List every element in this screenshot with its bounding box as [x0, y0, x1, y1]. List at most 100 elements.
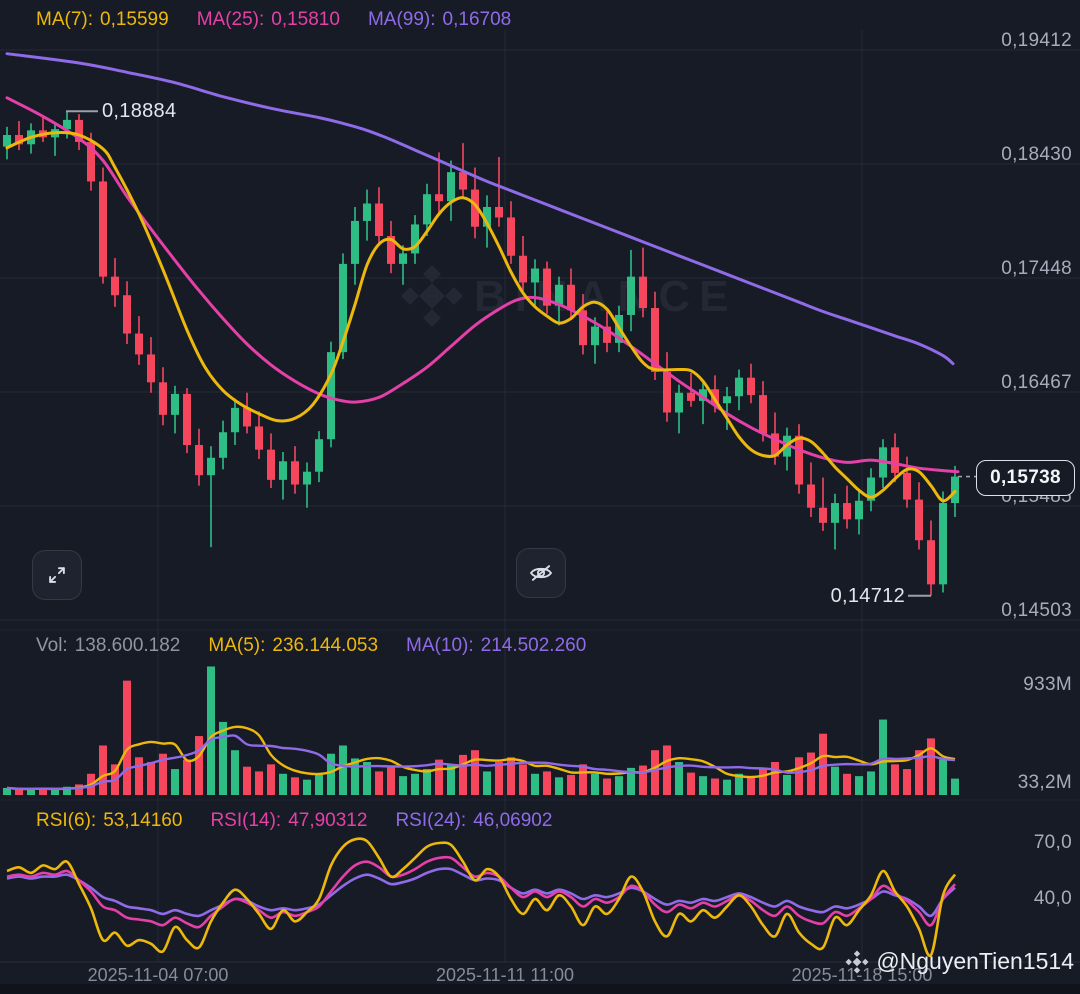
candle-body	[903, 472, 911, 500]
volume-bar	[807, 752, 815, 795]
volume-bar	[243, 766, 251, 795]
time-axis-label: 2025-11-18 15:00	[791, 965, 933, 985]
rsi24-value: 46,06902	[473, 810, 553, 831]
volume-bar	[459, 754, 467, 795]
volume-bar	[591, 773, 599, 795]
expand-button[interactable]	[32, 550, 82, 600]
volume-bar	[603, 778, 611, 795]
candle-body	[771, 433, 779, 457]
ma99-line	[5, 52, 955, 366]
volume-bar	[351, 758, 359, 795]
rsi6-legend: RSI(6): 53,14160	[36, 810, 182, 832]
rsi14-legend: RSI(14): 47,90312	[210, 810, 367, 832]
volume-bar	[795, 757, 803, 795]
candle-body	[291, 461, 299, 485]
candle-body	[447, 172, 455, 202]
candle-body	[927, 540, 935, 585]
rsi6-label: RSI(6):	[36, 810, 97, 831]
candle-body	[759, 395, 767, 434]
volume-bar	[159, 753, 167, 795]
candle-body	[831, 503, 839, 523]
candle-body	[651, 308, 659, 372]
volume-bar	[507, 757, 515, 795]
expand-icon	[49, 567, 65, 583]
candle-body	[159, 382, 167, 415]
candle-body	[315, 439, 323, 472]
ma7-legend: MA(7): 0,15599	[36, 9, 169, 31]
candle-body	[435, 194, 443, 202]
volume-bar	[915, 750, 923, 795]
candle-body	[195, 445, 203, 476]
volume-bar	[99, 745, 107, 795]
volume-bar	[375, 771, 383, 795]
candle-body	[519, 255, 527, 283]
candle-body	[939, 503, 947, 585]
hide-indicators-button[interactable]	[516, 548, 566, 598]
volume-bar	[303, 779, 311, 795]
volume-bar	[447, 764, 455, 795]
volume-bar	[831, 766, 839, 795]
candle-body	[411, 224, 419, 254]
low-price-annotation: 0,14712	[830, 584, 905, 607]
volume-bar	[363, 761, 371, 795]
volume-bar	[423, 769, 431, 795]
ma99-value: 0,16708	[442, 9, 512, 30]
price-axis-label: 0,14503	[1001, 600, 1072, 621]
volume-bar	[543, 771, 551, 795]
price-axis-label: 0,16467	[1001, 371, 1072, 393]
volume-bar	[471, 750, 479, 795]
volume-bar	[843, 773, 851, 795]
rsi6-value: 53,14160	[103, 810, 183, 831]
vol-legend-item: Vol: 138.600.182	[36, 635, 180, 657]
volume-bar	[279, 773, 287, 795]
rsi14-line	[6, 855, 957, 929]
rsi14-label: RSI(14):	[210, 810, 282, 831]
candle-body	[843, 503, 851, 520]
candle-body	[459, 172, 467, 190]
candle-body	[231, 407, 239, 433]
candle-body	[135, 333, 143, 355]
candle-body	[915, 499, 923, 541]
candle-body	[555, 284, 563, 306]
candle-body	[579, 310, 587, 346]
candle-body	[687, 392, 695, 401]
volume-bar	[783, 774, 791, 795]
volume-bar	[183, 759, 191, 795]
candle-body	[303, 471, 311, 485]
vol-ma5-value: 236.144.053	[272, 635, 379, 656]
rsi-axis-label: 40,0	[1033, 888, 1072, 909]
candle-body	[387, 236, 395, 264]
last-price-badge[interactable]: 0,15738	[976, 459, 1075, 496]
candle-body	[63, 119, 71, 130]
volume-bar	[15, 789, 23, 795]
volume-ma10-line	[6, 734, 956, 791]
volume-bar	[315, 774, 323, 795]
volume-bar	[819, 733, 827, 795]
volume-bar	[855, 776, 863, 795]
volume-bar	[627, 767, 635, 795]
volume-bar	[891, 764, 899, 795]
high-price-annotation: 0,18884	[102, 100, 177, 123]
volume-bar	[687, 772, 695, 795]
vol-label: Vol:	[36, 635, 68, 656]
volume-bar	[735, 773, 743, 795]
volume-bar	[867, 771, 875, 795]
user-watermark: @NguyenTien1514	[844, 948, 1074, 975]
candle-body	[483, 206, 491, 227]
volume-bar	[207, 666, 215, 795]
volume-bar	[759, 769, 767, 795]
volume-bar	[579, 764, 587, 795]
volume-bar	[231, 750, 239, 795]
candle-body	[639, 276, 647, 309]
candle-body	[471, 189, 479, 227]
volume-bar	[771, 761, 779, 795]
volume-bar	[339, 745, 347, 795]
volume-bar	[27, 789, 35, 795]
candle-body	[327, 352, 335, 440]
candle-body	[99, 181, 107, 277]
candle-body	[255, 426, 263, 450]
volume-bar	[219, 721, 227, 795]
eye-off-icon	[529, 565, 553, 581]
candle-body	[267, 449, 275, 480]
